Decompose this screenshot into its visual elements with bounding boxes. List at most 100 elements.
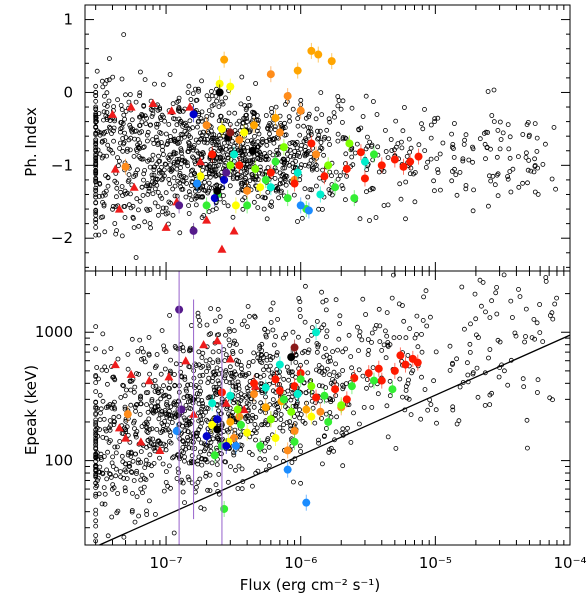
cloud-point — [313, 367, 319, 373]
cloud-point — [110, 203, 116, 209]
cloud-point — [201, 213, 207, 218]
cloud-point — [500, 130, 506, 136]
cloud-point — [154, 161, 160, 167]
cloud-point — [300, 350, 305, 356]
cloud-point — [337, 173, 343, 179]
series-point — [261, 383, 270, 392]
series-point — [360, 174, 369, 183]
cloud-point — [150, 383, 156, 389]
cloud-point — [245, 138, 251, 144]
cloud-point — [252, 133, 257, 139]
cloud-point — [179, 150, 184, 156]
cloud-point — [328, 358, 333, 364]
cloud-point — [150, 137, 156, 143]
cloud-point — [167, 415, 173, 421]
cloud-point — [198, 365, 204, 371]
cloud-point — [231, 374, 237, 380]
cloud-point — [241, 318, 247, 324]
cloud-point — [157, 193, 163, 199]
cloud-point — [510, 166, 516, 172]
cloud-point — [157, 412, 163, 418]
cloud-point — [385, 202, 391, 208]
cloud-point — [450, 404, 456, 410]
cloud-point — [100, 471, 106, 477]
cloud-point — [245, 303, 251, 309]
cloud-point — [377, 339, 383, 345]
cloud-point — [452, 166, 457, 172]
cloud-point — [137, 140, 143, 146]
cloud-point — [200, 413, 206, 418]
cloud-point — [106, 98, 112, 104]
cloud-point — [185, 125, 191, 131]
cloud-point — [361, 404, 367, 410]
cloud-point — [112, 444, 118, 450]
cloud-point — [101, 485, 107, 491]
cloud-point — [306, 111, 312, 117]
cloud-point — [289, 460, 295, 465]
cloud-point — [319, 325, 325, 331]
cloud-point — [183, 386, 189, 392]
cloud-point — [213, 93, 219, 99]
cloud-point — [259, 422, 265, 428]
cloud-point — [333, 297, 339, 303]
cloud-point — [296, 150, 302, 156]
cloud-point — [488, 146, 493, 152]
cloud-point — [326, 449, 332, 455]
series-point — [369, 150, 378, 159]
series-point — [327, 57, 336, 66]
cloud-point — [251, 404, 257, 410]
cloud-point — [244, 324, 250, 330]
cloud-point — [321, 136, 327, 142]
cloud-point — [185, 435, 190, 440]
cloud-point — [204, 137, 210, 142]
cloud-point — [339, 120, 345, 125]
cloud-point — [127, 439, 133, 445]
cloud-point — [141, 103, 147, 108]
cloud-point — [257, 456, 263, 462]
cloud-point — [175, 452, 181, 458]
cloud-point — [172, 183, 178, 189]
cloud-point — [156, 167, 162, 173]
cloud-point — [318, 140, 324, 145]
cloud-point — [93, 399, 99, 405]
cloud-point — [219, 147, 225, 153]
cloud-point — [238, 447, 244, 453]
cloud-point — [159, 420, 165, 426]
series-point — [290, 437, 299, 446]
cloud-point — [207, 488, 213, 494]
cloud-point — [333, 429, 339, 435]
cloud-point — [101, 203, 107, 209]
cloud-point — [496, 374, 502, 380]
cloud-point — [238, 145, 244, 151]
top-axes: 10−1−2 — [51, 4, 571, 272]
cloud-point — [534, 148, 540, 154]
series-point — [208, 399, 217, 408]
cloud-point — [113, 473, 119, 479]
cloud-point — [121, 475, 126, 481]
cloud-point — [180, 438, 186, 444]
cloud-point — [204, 405, 210, 411]
cloud-point — [146, 498, 152, 504]
cloud-point — [324, 328, 330, 334]
cloud-point — [206, 97, 212, 102]
cloud-point — [250, 174, 256, 180]
cloud-point — [209, 185, 214, 191]
cloud-point — [134, 494, 140, 500]
cloud-point — [355, 324, 360, 330]
cloud-point — [172, 128, 178, 134]
cloud-point — [425, 159, 431, 165]
cloud-point — [309, 325, 315, 331]
series-point — [290, 382, 299, 391]
cloud-point — [195, 150, 201, 156]
top-colored-series — [107, 42, 423, 253]
cloud-point — [180, 489, 186, 495]
cloud-point — [120, 193, 125, 199]
cloud-point — [174, 139, 180, 145]
cloud-point — [225, 118, 230, 124]
cloud-point — [227, 144, 233, 150]
cloud-point — [297, 307, 303, 312]
y-tick-label: 1 — [63, 11, 73, 29]
cloud-point — [134, 468, 140, 474]
cloud-point — [93, 511, 99, 517]
cloud-point — [261, 206, 267, 212]
